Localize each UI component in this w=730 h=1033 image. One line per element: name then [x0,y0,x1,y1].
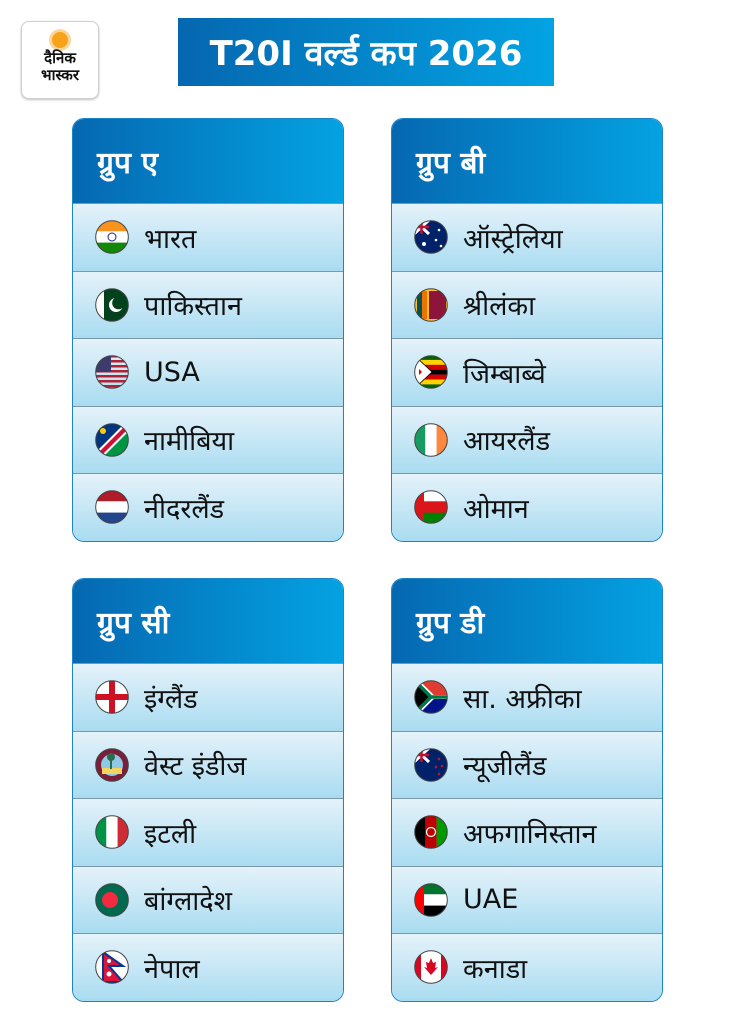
team-row: इंग्लैंड [73,663,343,731]
team-row: सा. अफ्रीका [392,663,662,731]
team-name: जिम्बाब्वे [463,358,546,390]
team-row: नामीबिया [73,405,343,473]
sun-icon [52,32,68,48]
ireland-flag-icon [414,422,448,457]
netherlands-flag-icon [95,490,129,525]
team-name: UAE [463,884,519,916]
team-name: ऑस्ट्रेलिया [463,223,563,255]
team-name: नामीबिया [144,426,235,458]
newzealand-flag-icon [414,747,448,782]
team-row: जिम्बाब्वे [392,338,662,406]
team-row: UAE [392,865,662,933]
team-name: भारत [144,223,197,255]
usa-flag-icon [95,355,129,390]
team-name: बांग्लादेश [144,886,232,918]
zimbabwe-flag-icon [414,355,448,390]
team-name: सा. अफ्रीका [463,683,582,715]
team-row: इटली [73,798,343,866]
team-name: इटली [144,818,197,850]
team-row: वेस्ट इंडीज [73,730,343,798]
team-name: आयरलैंड [463,426,551,458]
team-name: अफगानिस्तान [463,818,597,850]
team-name: नीदरलैंड [144,493,225,525]
team-row: नेपाल [73,933,343,1001]
group-header: ग्रुप बी [392,119,662,203]
team-row: USA [73,338,343,406]
team-name: श्रीलंका [463,291,536,323]
group-card: ग्रुप डी सा. अफ्रीका न्यूजीलैंड अफगानिस्तान… [391,578,663,1002]
team-name: USA [144,356,200,388]
bangladesh-flag-icon [95,882,129,917]
team-name: पाकिस्तान [144,291,242,323]
team-row: कनाडा [392,933,662,1001]
logo-line-2: भास्कर [41,66,79,84]
team-name: न्यूजीलैंड [463,751,547,783]
england-flag-icon [95,680,129,715]
namibia-flag-icon [95,422,129,457]
australia-flag-icon [414,220,448,255]
nepal-flag-icon [95,950,129,985]
team-name: वेस्ट इंडीज [144,751,247,783]
team-name: इंग्लैंड [144,683,198,715]
group-header: ग्रुप डी [392,579,662,663]
team-row: न्यूजीलैंड [392,730,662,798]
team-name: नेपाल [144,953,200,985]
team-row: पाकिस्तान [73,270,343,338]
team-name: कनाडा [463,953,528,985]
srilanka-flag-icon [414,287,448,322]
india-flag-icon [95,220,129,255]
group-card: ग्रुप ए भारत पाकिस्तान USA नामीबिया नीदरलैंड [72,118,344,542]
team-row: भारत [73,203,343,271]
team-name: ओमान [463,493,529,525]
afghanistan-flag-icon [414,815,448,850]
group-card: ग्रुप सी इंग्लैंड वेस्ट इंडीज इटली बांग्लादे… [72,578,344,1002]
group-card: ग्रुप बी ऑस्ट्रेलिया श्रीलंका जिम्बाब्वे आयर… [391,118,663,542]
logo-line-1: दैनिक [44,49,76,67]
group-header: ग्रुप सी [73,579,343,663]
team-row: आयरलैंड [392,405,662,473]
uae-flag-icon [414,882,448,917]
group-header: ग्रुप ए [73,119,343,203]
team-row: अफगानिस्तान [392,798,662,866]
pakistan-flag-icon [95,287,129,322]
canada-flag-icon [414,950,448,985]
westindies-flag-icon [95,747,129,782]
team-row: ओमान [392,473,662,541]
italy-flag-icon [95,815,129,850]
team-row: बांग्लादेश [73,865,343,933]
team-row: नीदरलैंड [73,473,343,541]
southafrica-flag-icon [414,680,448,715]
dainik-bhaskar-logo: दैनिक भास्कर [21,21,99,99]
oman-flag-icon [414,490,448,525]
team-row: ऑस्ट्रेलिया [392,203,662,271]
page-title: T20I वर्ल्ड कप 2026 [178,18,554,86]
team-row: श्रीलंका [392,270,662,338]
